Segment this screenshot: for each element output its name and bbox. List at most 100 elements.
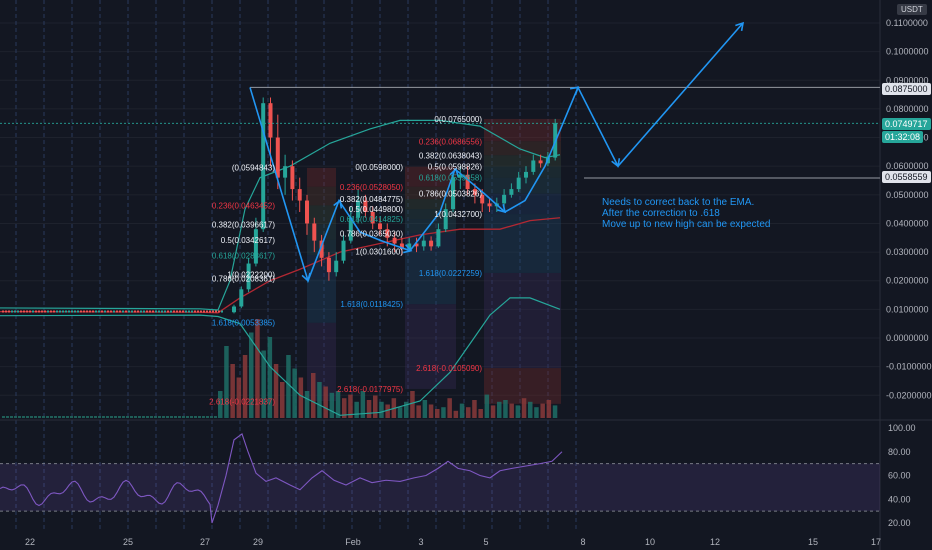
volume-bar [329,392,335,418]
fib-level-label: 1.618(0.0053385) [212,319,276,328]
candle [179,310,181,313]
candle [68,310,70,313]
candle [161,310,163,313]
fib-level-label: 1.618(0.0227259) [419,269,483,278]
fib-zone [484,166,561,178]
candle-body [370,212,375,224]
chart-annotation: Needs to correct back to the EMA. After … [602,197,842,230]
volume-bar [6,416,9,418]
time-tick-label: 27 [200,537,210,547]
fib-level-label: 1(0.0432700) [434,210,482,219]
volume-bar [416,405,421,418]
fib-level-label: 0.618(0.0559658) [419,174,483,183]
volume-bar [174,416,177,418]
volume-bar [138,416,141,418]
candle-body [326,257,331,273]
candle [200,310,202,313]
volume-bar [242,355,248,418]
rsi-tick-label: 100.00 [888,423,916,433]
candle-body [261,103,266,230]
volume-bar [385,404,390,418]
volume-bar [126,416,129,418]
volume-bar [218,391,223,418]
price-tick-label: 0.0100000 [886,304,929,314]
volume-bar [118,416,121,418]
time-tick-label: 25 [123,537,133,547]
candle [14,310,16,313]
time-tick-label: 22 [25,537,35,547]
countdown-tag: 01:32:08 [882,131,924,143]
candle-body [531,160,536,172]
candle [59,310,61,313]
candle-body [538,160,543,164]
volume-bar [404,401,409,418]
candle [164,310,166,313]
price-tick-label: -0.0100000 [886,362,932,372]
candle-body [436,229,441,247]
price-tick-label: 0.1000000 [886,47,929,57]
fib-zone [405,304,456,389]
volume-bar [435,409,440,418]
candle [56,310,58,313]
candle [101,310,103,313]
volume-bar [379,401,384,418]
fib-level-label: 2.618(-0.0177975) [337,385,403,394]
candle [2,310,4,313]
candle [11,310,13,313]
candle [131,310,133,313]
candle [191,310,193,313]
price-tick-label: 0.0800000 [886,104,929,114]
time-tick-label: 8 [580,537,585,547]
time-tick-label: 29 [253,537,263,547]
fib-level-label: 0.236(0.0686556) [419,137,483,146]
rsi-tick-label: 60.00 [888,471,911,481]
currency-unit[interactable]: USDT [897,4,927,15]
candle [62,310,64,313]
arrow-head [497,204,507,214]
candle [173,310,175,313]
candle [83,310,85,313]
candle-body [253,229,258,264]
price-tag-target: 0.0875000 [882,83,931,95]
time-tick-label: Feb [345,537,361,547]
candle [215,310,217,313]
volume-bar [528,401,533,418]
candle [53,310,55,313]
volume-bar [236,377,242,418]
fib-level-label: 0(0.0598000) [355,163,403,172]
volume-bar [150,416,153,418]
volume-bar [373,395,378,418]
candle-body [356,200,361,218]
volume-bar [422,400,428,418]
fib-level-label: 0(0.0765000) [434,115,482,124]
volume-bar [42,416,45,418]
price-tick-label: 0.0300000 [886,247,929,257]
volume-bar [146,416,149,418]
volume-bar [166,416,169,418]
candle-body [334,260,339,273]
candle-body [275,137,280,178]
rsi-tick-label: 20.00 [888,518,911,528]
candle [71,310,73,313]
fib-level-label: 1(0.0222200) [227,270,275,279]
candle [218,310,220,313]
fib-zone [405,199,456,210]
rsi-line [0,433,563,524]
fib-level-label: 0.618(0.0288617) [212,251,276,260]
price-tick-label: -0.0200000 [886,390,932,400]
volume-bar [472,400,477,418]
candle-body [487,203,492,207]
volume-bar [130,416,133,418]
volume-bar [82,416,85,418]
fib-level-label: 1(0.0301600) [355,248,403,257]
candle-body [465,174,470,190]
candle [158,310,160,313]
volume-bar [46,416,49,418]
volume-bar [194,416,197,418]
volume-bar [178,416,181,418]
volume-bar [190,416,193,418]
candle [20,310,22,313]
volume-bar [134,416,137,418]
candle [26,310,28,313]
